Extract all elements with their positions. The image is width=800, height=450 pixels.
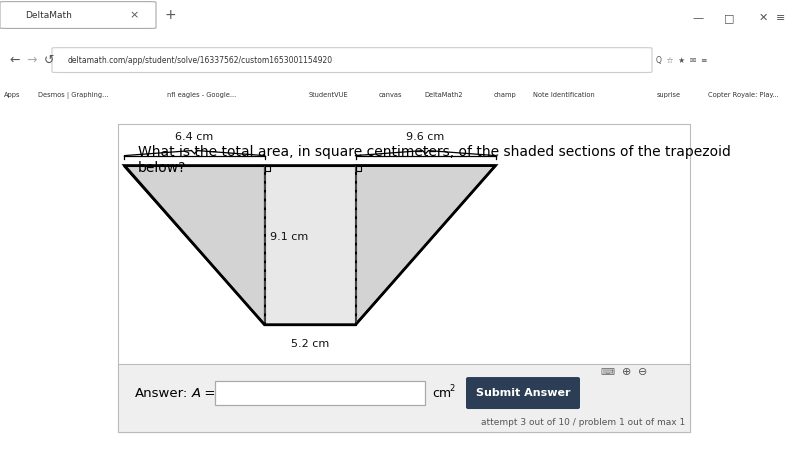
Text: A =: A =	[192, 387, 217, 400]
Text: +: +	[164, 8, 176, 22]
Polygon shape	[125, 166, 265, 325]
Text: suprise: suprise	[657, 92, 681, 98]
FancyBboxPatch shape	[52, 48, 652, 72]
Polygon shape	[265, 166, 355, 325]
FancyBboxPatch shape	[215, 381, 425, 405]
Text: What is the total area, in square centimeters, of the shaded sections of the tra: What is the total area, in square centim…	[138, 145, 731, 176]
Text: —: —	[692, 13, 703, 23]
FancyBboxPatch shape	[466, 377, 580, 409]
Text: nfl eagles - Google...: nfl eagles - Google...	[167, 92, 237, 98]
Text: champ: champ	[494, 92, 516, 98]
FancyBboxPatch shape	[0, 2, 156, 28]
Text: ⊖: ⊖	[638, 367, 647, 377]
Text: cm: cm	[432, 387, 451, 400]
FancyBboxPatch shape	[118, 364, 690, 432]
Text: DeltaMath2: DeltaMath2	[424, 92, 462, 98]
Text: DeltaMath: DeltaMath	[26, 11, 73, 20]
Text: StudentVUE: StudentVUE	[309, 92, 349, 98]
Text: ←: ←	[10, 54, 20, 67]
Text: 5.2 cm: 5.2 cm	[291, 339, 329, 349]
Text: ✕: ✕	[758, 13, 768, 23]
Text: deltamath.com/app/student/solve/16337562/custom1653001154920: deltamath.com/app/student/solve/16337562…	[68, 56, 333, 65]
Text: 2: 2	[449, 383, 454, 392]
Text: Desmos | Graphing...: Desmos | Graphing...	[38, 92, 108, 99]
Text: attempt 3 out of 10 / problem 1 out of max 1: attempt 3 out of 10 / problem 1 out of m…	[481, 418, 685, 427]
Text: ⌨: ⌨	[600, 367, 614, 377]
Text: Answer:: Answer:	[135, 387, 188, 400]
Polygon shape	[355, 166, 495, 325]
Text: 9.6 cm: 9.6 cm	[406, 131, 445, 142]
Text: Q  ☆  ★  ✉  ≡: Q ☆ ★ ✉ ≡	[656, 56, 707, 65]
Text: Apps: Apps	[4, 92, 21, 98]
Text: □: □	[724, 13, 734, 23]
Text: ⊕: ⊕	[622, 367, 631, 377]
Text: ↺: ↺	[44, 54, 54, 67]
FancyBboxPatch shape	[118, 124, 690, 432]
Text: Copter Royale: Play...: Copter Royale: Play...	[709, 92, 779, 98]
Text: 9.1 cm: 9.1 cm	[270, 232, 308, 242]
Text: Note Identification: Note Identification	[533, 92, 595, 98]
Text: ×: ×	[130, 10, 139, 20]
Text: ≡: ≡	[776, 13, 786, 23]
Text: canvas: canvas	[378, 92, 402, 98]
Text: →: →	[26, 54, 37, 67]
Text: 6.4 cm: 6.4 cm	[175, 131, 214, 142]
Text: Submit Answer: Submit Answer	[476, 388, 570, 398]
